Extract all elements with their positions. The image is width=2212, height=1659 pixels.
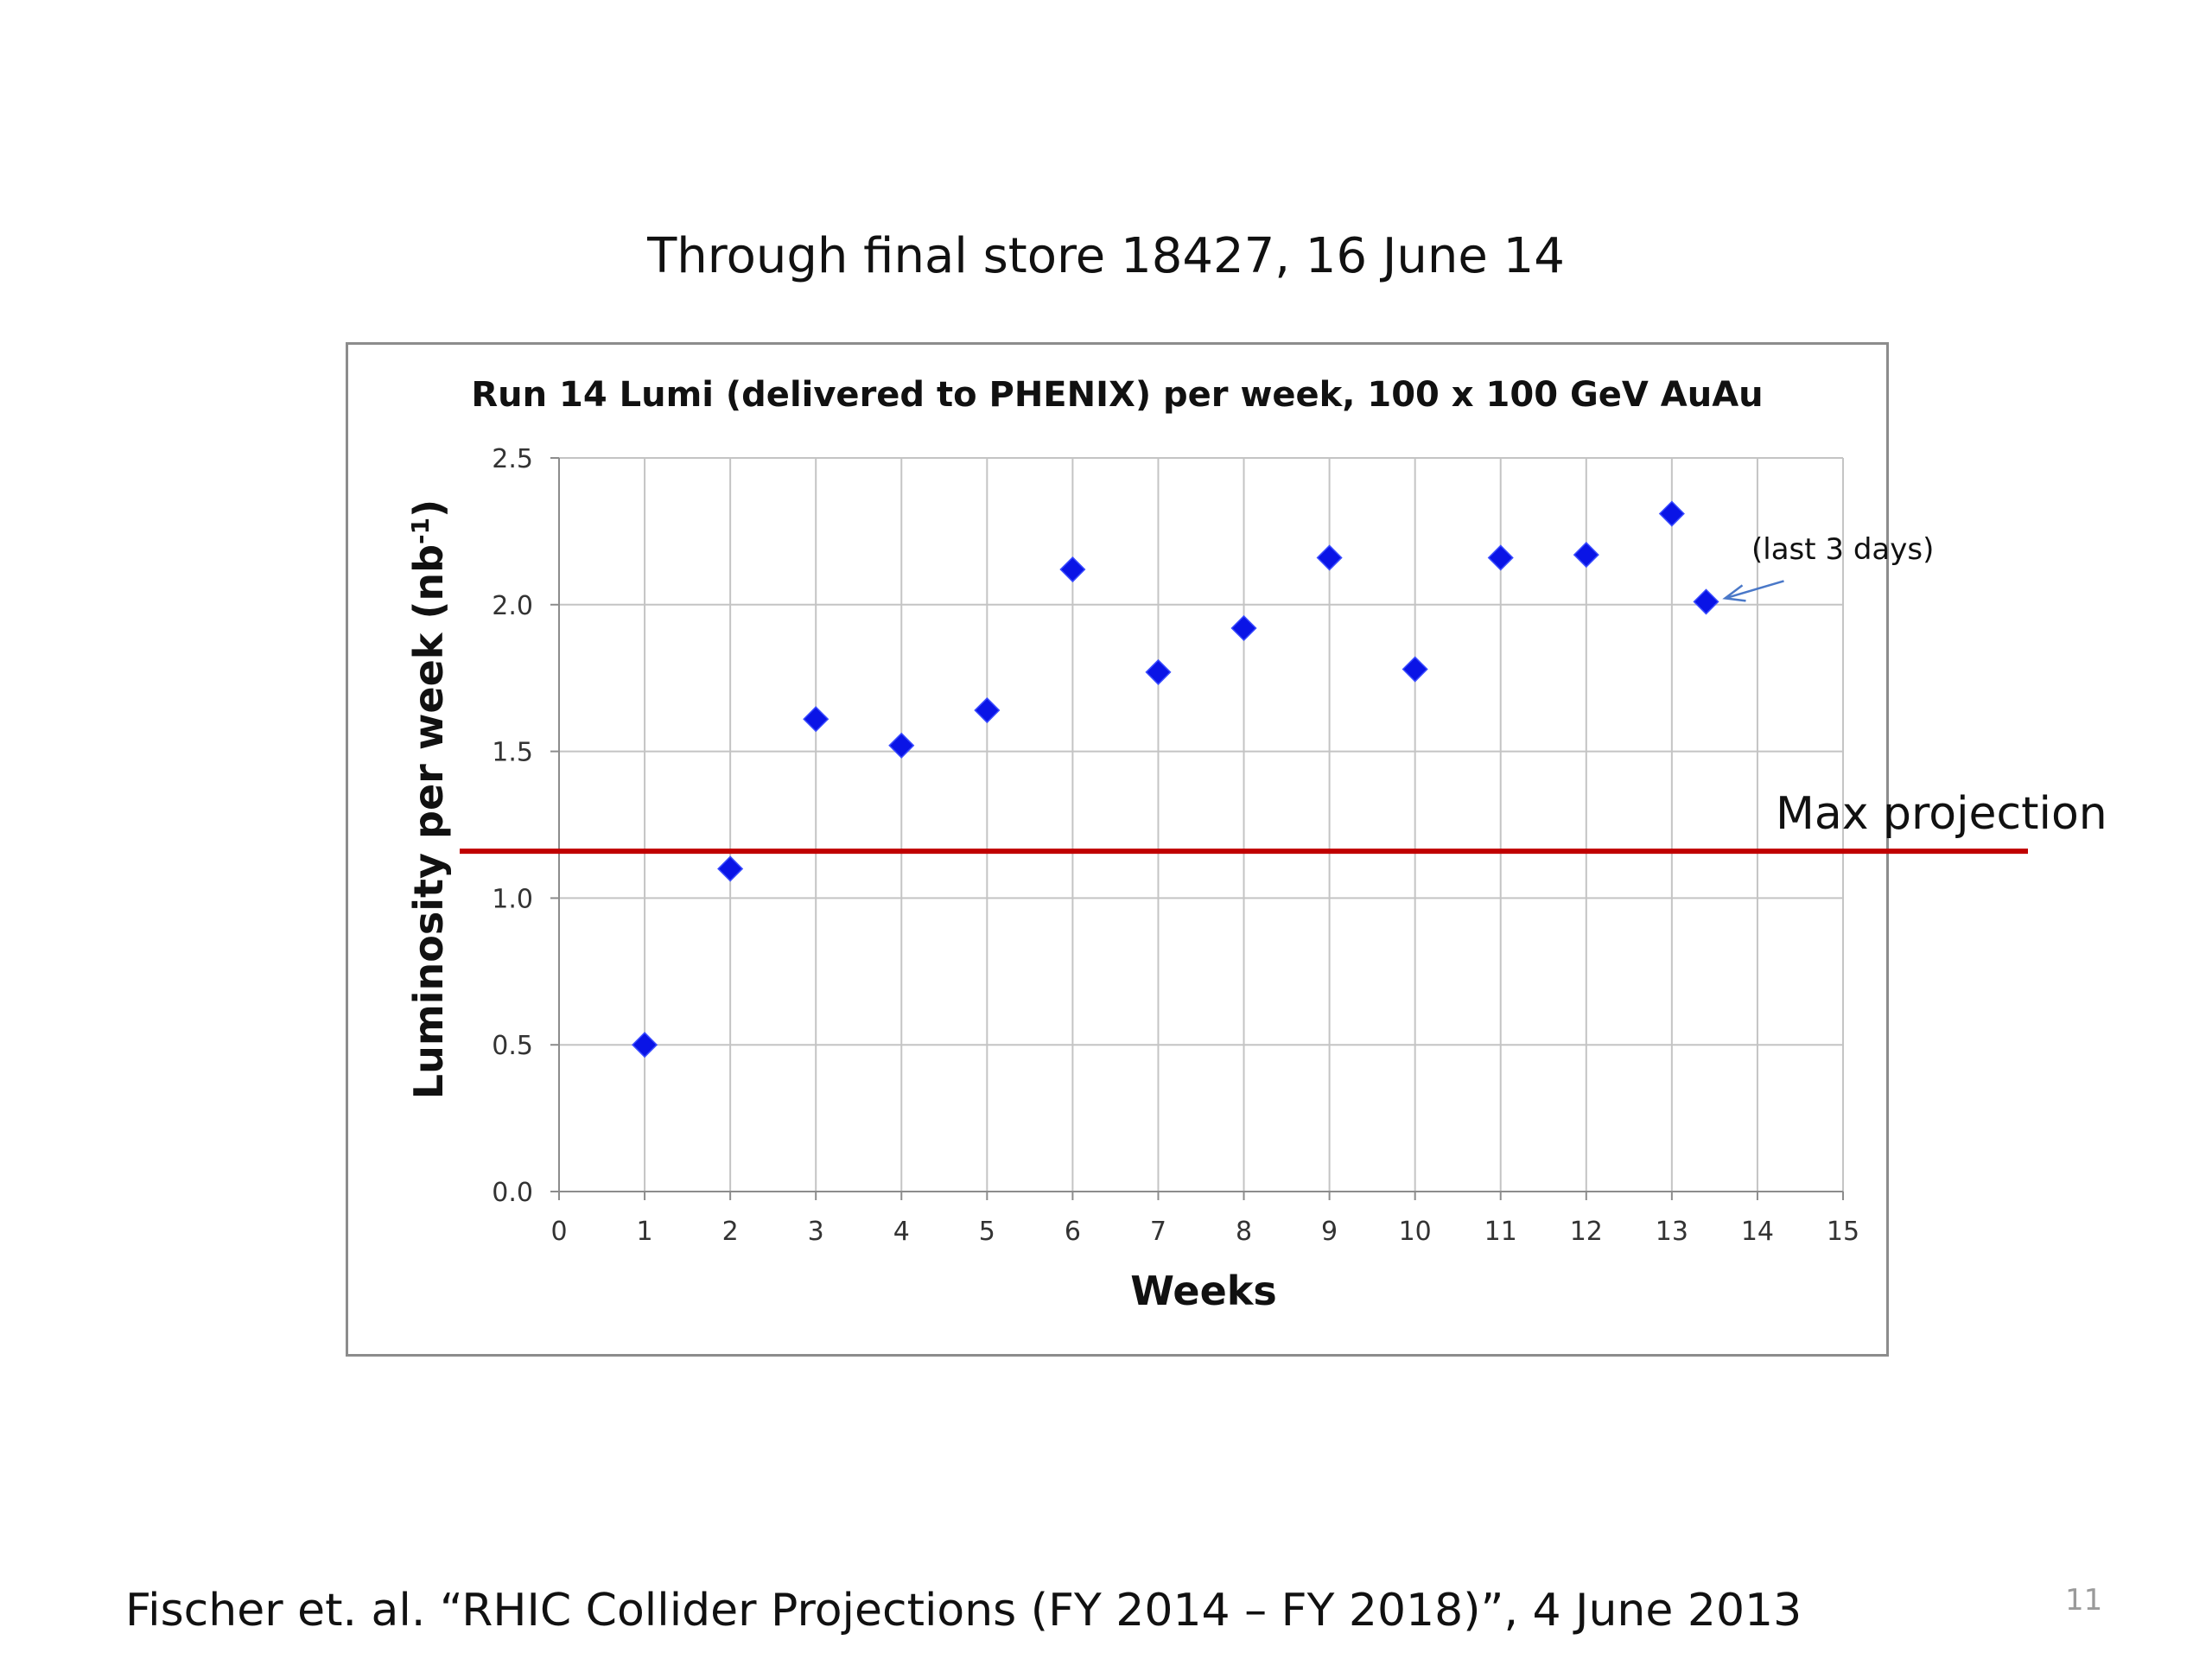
y-axis-label: Luminosity per week (nb-1) [405,499,452,1099]
data-point [1230,614,1257,642]
data-point [888,732,915,759]
data-point [717,855,744,882]
annotation-arrow-head [1722,584,1746,602]
data-point [1487,544,1514,571]
data-point [1693,588,1719,615]
y-tick-label: 1.0 [492,884,533,914]
data-point [632,1032,658,1058]
annotation-arrow-shaft [1725,580,1784,600]
x-tick-label: 15 [1827,1217,1859,1247]
y-axis-label-close: ) [405,499,452,518]
data-point [1402,656,1428,683]
y-tick-label: 0.5 [492,1031,533,1061]
annotation-group: (last 3 days) [1722,532,1934,602]
max-projection-label: Max projection [1776,788,2107,840]
slide-heading: Through final store 18427, 16 June 14 [647,228,1565,284]
x-tick-labels: 0 1 2 3 4 5 6 7 8 9 10 11 12 13 14 15 [550,1217,1859,1247]
axes [550,457,1844,1200]
x-tick-label: 0 [550,1217,567,1247]
data-points [632,500,1719,1058]
x-tick-label: 1 [637,1217,653,1247]
x-tick-label: 9 [1321,1217,1338,1247]
y-tick-label: 1.5 [492,738,533,768]
x-tick-label: 7 [1150,1217,1166,1247]
x-tick-label: 2 [722,1217,739,1247]
data-point [803,706,830,733]
y-tick-label: 2.0 [492,591,533,621]
x-tick-label: 13 [1656,1217,1688,1247]
data-point [1145,658,1172,685]
slide-number: 11 [2065,1583,2103,1618]
data-point [1573,542,1599,569]
x-tick-label: 5 [979,1217,995,1247]
y-tick-label: 2.5 [492,444,533,474]
x-axis-label: Weeks [1130,1268,1276,1314]
x-tick-label: 6 [1065,1217,1081,1247]
grid-lines [559,457,1844,1192]
footer-citation: Fischer et. al. “RHIC Collider Projectio… [125,1585,1802,1637]
chart-title: Run 14 Lumi (delivered to PHENIX) per we… [471,375,1763,415]
y-axis-label-main: Luminosity per week (nb [405,544,452,1099]
data-point [1316,544,1343,571]
x-tick-label: 8 [1236,1217,1252,1247]
reference-line-group: Max projection [460,788,2107,855]
x-tick-label: 10 [1399,1217,1432,1247]
data-point [1658,500,1685,527]
data-point [1059,556,1086,583]
x-tick-label: 12 [1570,1217,1603,1247]
x-tick-label: 4 [893,1217,910,1247]
y-tick-labels: 0.0 0.5 1.0 1.5 2.0 2.5 [492,444,533,1208]
y-axis-label-superscript: -1 [406,518,435,544]
x-tick-label: 11 [1484,1217,1517,1247]
annotation-label: (last 3 days) [1751,532,1934,567]
y-tick-label: 0.0 [492,1178,533,1208]
data-point [974,696,1001,724]
x-tick-label: 3 [808,1217,824,1247]
x-tick-label: 14 [1741,1217,1774,1247]
